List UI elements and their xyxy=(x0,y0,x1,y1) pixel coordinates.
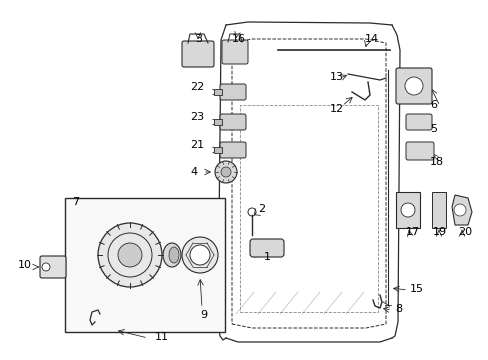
Text: 15: 15 xyxy=(409,284,423,294)
Bar xyxy=(214,119,222,125)
Text: 9: 9 xyxy=(200,310,207,320)
Text: 5: 5 xyxy=(429,124,436,134)
Text: 8: 8 xyxy=(394,304,401,314)
Text: 7: 7 xyxy=(72,197,79,207)
Ellipse shape xyxy=(169,247,179,263)
Text: 20: 20 xyxy=(457,227,471,237)
Text: 19: 19 xyxy=(432,227,446,237)
FancyBboxPatch shape xyxy=(182,41,214,67)
FancyBboxPatch shape xyxy=(220,142,245,158)
FancyBboxPatch shape xyxy=(220,114,245,130)
FancyBboxPatch shape xyxy=(222,40,247,64)
FancyBboxPatch shape xyxy=(249,239,284,257)
Text: 10: 10 xyxy=(18,260,32,270)
Text: 18: 18 xyxy=(429,157,443,167)
Bar xyxy=(431,192,445,228)
Circle shape xyxy=(453,204,465,216)
Circle shape xyxy=(215,161,237,183)
FancyBboxPatch shape xyxy=(40,256,66,278)
Bar xyxy=(395,192,419,228)
Text: 17: 17 xyxy=(405,227,419,237)
Text: 22: 22 xyxy=(190,82,204,92)
Circle shape xyxy=(118,243,142,267)
Text: 21: 21 xyxy=(190,140,203,150)
Text: 6: 6 xyxy=(429,100,436,110)
Circle shape xyxy=(182,237,218,273)
Circle shape xyxy=(187,250,192,254)
Circle shape xyxy=(98,223,162,287)
Text: 13: 13 xyxy=(329,72,343,82)
Circle shape xyxy=(187,255,192,260)
FancyBboxPatch shape xyxy=(395,68,431,104)
Text: 23: 23 xyxy=(190,112,203,122)
Text: 1: 1 xyxy=(264,252,270,262)
Text: 16: 16 xyxy=(231,34,245,44)
FancyBboxPatch shape xyxy=(220,84,245,100)
Text: 12: 12 xyxy=(329,104,344,114)
Circle shape xyxy=(400,203,414,217)
Text: 3: 3 xyxy=(195,34,202,44)
Bar xyxy=(214,147,222,153)
Text: 4: 4 xyxy=(190,167,197,177)
Ellipse shape xyxy=(163,243,181,267)
Text: 11: 11 xyxy=(155,332,169,342)
Bar xyxy=(214,89,222,95)
Bar xyxy=(65,198,224,332)
Text: 2: 2 xyxy=(258,204,264,214)
Circle shape xyxy=(42,263,50,271)
Circle shape xyxy=(404,77,422,95)
Circle shape xyxy=(221,167,230,177)
FancyBboxPatch shape xyxy=(405,114,431,130)
Polygon shape xyxy=(451,195,471,225)
Text: 14: 14 xyxy=(364,34,378,44)
Circle shape xyxy=(190,245,209,265)
FancyBboxPatch shape xyxy=(405,142,433,160)
